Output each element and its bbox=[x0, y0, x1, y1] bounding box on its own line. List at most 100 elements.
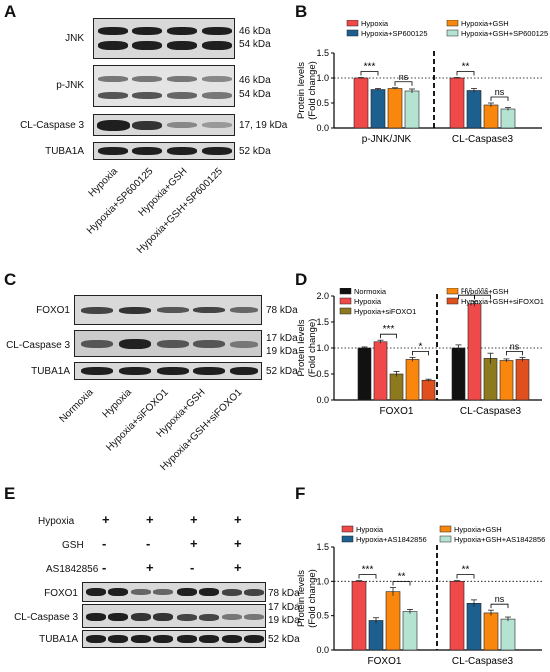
sign-as-2: + bbox=[146, 560, 154, 575]
kda-cl-caspase3-e-17: 17 kDa bbox=[268, 602, 300, 613]
sig-label-f-1: ** bbox=[398, 572, 406, 583]
legend-swatch-f-1 bbox=[341, 535, 354, 543]
blot-label-cl-caspase3-e: CL-Caspase 3 bbox=[14, 612, 78, 623]
row-label-gsh: GSH bbox=[62, 540, 84, 551]
sig-label-f-2: ** bbox=[462, 565, 470, 576]
x-tick-label-b-1: CL-Caspase3 bbox=[452, 134, 514, 145]
kda-jnk-46: 46 kDa bbox=[239, 26, 271, 37]
blot-foxo1-c bbox=[74, 295, 262, 325]
sig-label-d-0: *** bbox=[383, 324, 395, 335]
blot-tuba1a-a bbox=[93, 142, 235, 160]
y-axis-label-b-1: (Fold change) bbox=[307, 61, 318, 120]
y-axis-label-d-1: (Fold change) bbox=[307, 319, 318, 378]
legend-label-d-3: Hypoxia+GSH bbox=[461, 288, 509, 296]
legend-swatch-b-1 bbox=[346, 29, 359, 37]
kda-cl-caspase3-e-19: 19 kDa bbox=[268, 615, 300, 626]
blot-label-tuba1a-c: TUBA1A bbox=[31, 366, 70, 377]
chart-b: 0.0 0.5 1.0 1.5 Protein levels (Fold change) p… bbox=[296, 20, 548, 145]
y-tick-label-f-2: 1.0 bbox=[316, 576, 329, 586]
sign-gsh-1: - bbox=[102, 536, 107, 551]
bar-d-foxo1-2 bbox=[389, 373, 404, 401]
legend-swatch-b-2 bbox=[446, 20, 459, 27]
sign-gsh-2: - bbox=[146, 536, 151, 551]
blot-tuba1a-c bbox=[74, 362, 262, 380]
y-tick-label-d-2: 1.0 bbox=[316, 343, 329, 353]
x-tick-label-d-0: FOXO1 bbox=[380, 406, 414, 417]
sig-bracket-f-1 bbox=[392, 581, 411, 586]
blot-cl-caspase3-a bbox=[93, 114, 235, 136]
sig-label-b-2: ** bbox=[462, 62, 470, 73]
legend-swatch-f-0 bbox=[341, 525, 354, 533]
blot-foxo1-e bbox=[82, 582, 266, 602]
blot-label-foxo1-c: FOXO1 bbox=[36, 305, 70, 316]
sign-hypoxia-3: + bbox=[190, 512, 198, 527]
y-tick-label-d-4: 2.0 bbox=[316, 291, 329, 301]
sig-label-b-3: ns bbox=[495, 87, 505, 97]
y-tick-label-b-2: 1.0 bbox=[316, 73, 329, 83]
kda-p-jnk-46: 46 kDa bbox=[239, 75, 271, 86]
sig-bracket-d-0 bbox=[380, 333, 397, 339]
legend-label-b-0: Hypoxia bbox=[361, 20, 389, 28]
bar-f-cl-caspase3-0 bbox=[449, 581, 465, 651]
legend-label-f-3: Hypoxia+GSH+AS1842856 bbox=[454, 535, 545, 544]
sig-label-d-4: ns bbox=[510, 341, 520, 351]
sig-bracket-b-0 bbox=[360, 71, 379, 76]
kda-cl-caspase3-c-17: 17 kDa bbox=[266, 333, 298, 344]
sig-label-d-2: *** bbox=[461, 288, 473, 296]
bar-d-cl-caspase3-0 bbox=[451, 347, 466, 401]
bar-f-cl-caspase3-2 bbox=[483, 612, 499, 651]
kda-tuba1a-a: 52 kDa bbox=[239, 146, 271, 157]
sig-bracket-d-4 bbox=[506, 350, 523, 356]
y-tick-label-f-0: 0.0 bbox=[316, 645, 329, 655]
sign-hypoxia-1: + bbox=[102, 512, 110, 527]
bar-d-cl-caspase3-4 bbox=[515, 359, 530, 401]
x-tick-label-f-1: CL-Caspase3 bbox=[452, 656, 514, 667]
sig-label-f-0: *** bbox=[362, 565, 374, 576]
y-tick-label-b-0: 0.0 bbox=[316, 123, 329, 133]
legend-swatch-d-4 bbox=[446, 297, 459, 305]
panel-label-d: D bbox=[295, 270, 308, 289]
y-tick-label-f-3: 1.5 bbox=[316, 542, 329, 552]
blot-label-cl-caspase3-c: CL-Caspase 3 bbox=[6, 340, 70, 351]
y-tick-label-b-1: 0.5 bbox=[316, 98, 329, 108]
y-axis-label-f-0: Protein levels bbox=[296, 570, 307, 627]
bar-f-cl-caspase3-3 bbox=[500, 618, 516, 651]
panel-label-a: A bbox=[4, 2, 17, 21]
legend-label-d-1: Hypoxia bbox=[354, 297, 382, 306]
legend-label-f-0: Hypoxia bbox=[356, 525, 384, 534]
legend-swatch-d-3 bbox=[446, 288, 459, 295]
bar-f-foxo1-3 bbox=[402, 611, 418, 651]
sign-as-3: - bbox=[190, 560, 195, 575]
sig-label-b-1: ns bbox=[399, 72, 409, 82]
y-axis-label-b-0: Protein levels bbox=[296, 62, 307, 119]
bar-d-cl-caspase3-2 bbox=[483, 358, 498, 401]
bar-d-foxo1-1 bbox=[373, 341, 388, 401]
blot-p-jnk bbox=[93, 65, 235, 107]
bar-d-cl-caspase3-1 bbox=[467, 303, 482, 401]
bar-b-p-jnk-jnk-1 bbox=[370, 89, 386, 129]
blot-label-p-jnk: p-JNK bbox=[56, 80, 84, 91]
sign-as-1: - bbox=[102, 560, 107, 575]
y-tick-label-d-0: 0.0 bbox=[316, 395, 329, 405]
panel-label-c: C bbox=[4, 270, 17, 289]
blot-label-foxo1-e: FOXO1 bbox=[44, 588, 78, 599]
kda-cl-caspase3-a: 17, 19 kDa bbox=[239, 120, 288, 131]
bar-f-foxo1-0 bbox=[351, 581, 367, 651]
blot-label-tuba1a-e: TUBA1A bbox=[39, 634, 78, 645]
kda-p-jnk-54: 54 kDa bbox=[239, 89, 271, 100]
legend-label-b-3: Hypoxia+GSH+SP600125 bbox=[461, 29, 548, 38]
sign-hypoxia-4: + bbox=[234, 512, 242, 527]
kda-jnk-54: 54 kDa bbox=[239, 39, 271, 50]
row-label-hypoxia: Hypoxia bbox=[38, 516, 75, 527]
lane-label-c-2: Hypoxia bbox=[100, 387, 134, 421]
legend-label-f-1: Hypoxia+AS1842856 bbox=[356, 535, 427, 544]
sig-bracket-b-1 bbox=[394, 81, 413, 86]
blot-label-cl-caspase3-a: CL-Caspase 3 bbox=[20, 120, 84, 131]
sig-bracket-d-3 bbox=[474, 294, 491, 300]
x-tick-label-b-0: p-JNK/JNK bbox=[362, 134, 412, 145]
bar-b-cl-caspase3-1 bbox=[466, 90, 482, 129]
sign-hypoxia-2: + bbox=[146, 512, 154, 527]
kda-cl-caspase3-c-19: 19 kDa bbox=[266, 346, 298, 357]
bar-b-cl-caspase3-3 bbox=[500, 108, 516, 129]
sig-bracket-b-2 bbox=[456, 71, 475, 76]
